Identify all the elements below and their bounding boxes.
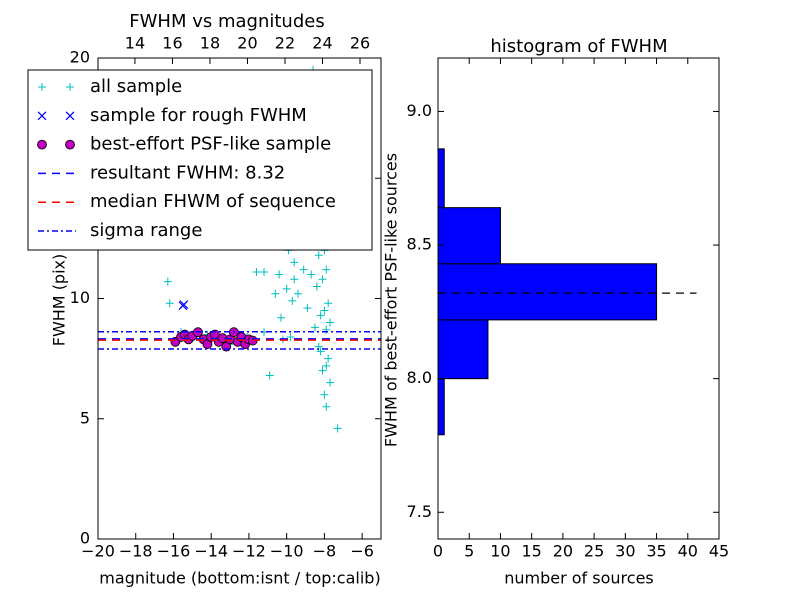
plus-marker [252, 268, 261, 277]
plus-marker [333, 424, 342, 433]
plus-marker [66, 83, 74, 91]
x-tick-label: −8 [313, 542, 337, 561]
plus-marker [282, 284, 291, 293]
hist-bar [437, 148, 445, 209]
plus-marker [38, 83, 46, 91]
right-x-label: number of sources [504, 569, 654, 588]
x2-tick-label: 26 [350, 34, 370, 53]
left-x-label: magnitude (bottom:isnt / top:calib) [99, 569, 380, 588]
x2-tick-label: 16 [162, 34, 182, 53]
circle-marker [37, 139, 47, 150]
plus-marker [307, 270, 316, 279]
plus-marker [318, 275, 327, 284]
x-marker [179, 300, 189, 309]
y-tick-label: 8.0 [407, 368, 432, 387]
x-tick-label: 15 [521, 542, 541, 561]
plus-marker [314, 251, 323, 260]
circle-marker [65, 139, 75, 150]
plus-marker [326, 318, 335, 327]
x-tick-label: −16 [157, 542, 191, 561]
x2-tick-label: 22 [275, 34, 295, 53]
x-tick-label: 0 [433, 542, 443, 561]
x2-tick-label: 14 [125, 34, 145, 53]
plus-marker [271, 289, 280, 298]
hist-bar [437, 378, 445, 436]
plus-marker [322, 265, 331, 274]
left-y-label: FWHM (pix) [50, 254, 69, 347]
x-tick-label: 30 [615, 542, 635, 561]
plus-marker [310, 323, 319, 332]
plus-marker [318, 366, 327, 375]
plus-marker [260, 268, 269, 277]
y-tick-label: 9.0 [407, 101, 432, 120]
x-tick-label: −6 [350, 542, 374, 561]
x2-tick-label: 24 [312, 34, 332, 53]
plus-marker [322, 402, 331, 411]
plus-marker [265, 371, 274, 380]
legend-label: median FHWM of sequence [90, 191, 336, 212]
x-tick-label: 20 [553, 542, 573, 561]
hist-bar [437, 207, 501, 265]
plus-marker [290, 258, 299, 267]
x-tick-label: 10 [490, 542, 510, 561]
plus-marker [163, 277, 172, 286]
plus-marker [299, 265, 308, 274]
plus-marker [324, 299, 333, 308]
legend-box [27, 69, 373, 251]
x-tick-label: −14 [194, 542, 228, 561]
plus-marker [303, 304, 312, 313]
x-tick-label: 40 [678, 542, 698, 561]
plus-marker [322, 361, 331, 370]
x2-tick-label: 20 [237, 34, 257, 53]
legend-label: best-effort PSF-like sample [90, 134, 331, 155]
y-tick-label: 8.5 [407, 235, 432, 254]
plus-marker [320, 306, 329, 315]
plus-marker [286, 332, 295, 341]
hist-bar [437, 263, 658, 321]
x-marker [37, 111, 47, 121]
right-y-label: FWHM of best-effort PSF-like sources [382, 153, 401, 447]
x-tick-label: 35 [646, 542, 666, 561]
x-tick-label: −20 [81, 542, 115, 561]
plus-marker [290, 275, 299, 284]
y-tick-label: 0 [80, 529, 90, 548]
y-tick-label: 20 [70, 48, 90, 67]
hist-bar [437, 319, 489, 380]
plus-marker [275, 270, 284, 279]
y-tick-label: 7.5 [407, 502, 432, 521]
x-tick-label: 5 [464, 542, 474, 561]
plus-marker [324, 354, 333, 363]
legend: all sample sample for rough FWHM best-effo… [27, 69, 373, 251]
plus-marker [316, 347, 325, 356]
y-tick-label: 5 [80, 408, 90, 427]
left-title: FWHM vs magnitudes [129, 11, 324, 32]
x-tick-label: −10 [270, 542, 304, 561]
x-tick-label: 45 [709, 542, 729, 561]
right-title: histogram of FWHM [490, 36, 667, 57]
x-tick-label: −12 [232, 542, 266, 561]
legend-label: resultant FWHM: 8.32 [90, 162, 285, 183]
plus-marker [165, 299, 174, 308]
plus-marker [277, 313, 286, 322]
y-tick-label: 10 [70, 288, 90, 307]
plus-marker [293, 289, 302, 298]
legend-label: all sample [90, 76, 182, 97]
plot-area [98, 66, 381, 433]
axes-frame [437, 57, 720, 540]
x-marker [65, 111, 75, 121]
x-tick-label: −18 [119, 542, 153, 561]
plus-marker [312, 282, 321, 291]
plus-marker [288, 296, 297, 305]
legend-label: sample for rough FWHM [90, 105, 307, 126]
plus-marker [326, 378, 335, 387]
plus-marker [316, 311, 325, 320]
legend-label: sigma range [90, 220, 202, 241]
x-tick-label: 25 [584, 542, 604, 561]
x2-tick-label: 18 [200, 34, 220, 53]
plus-marker [320, 390, 329, 399]
